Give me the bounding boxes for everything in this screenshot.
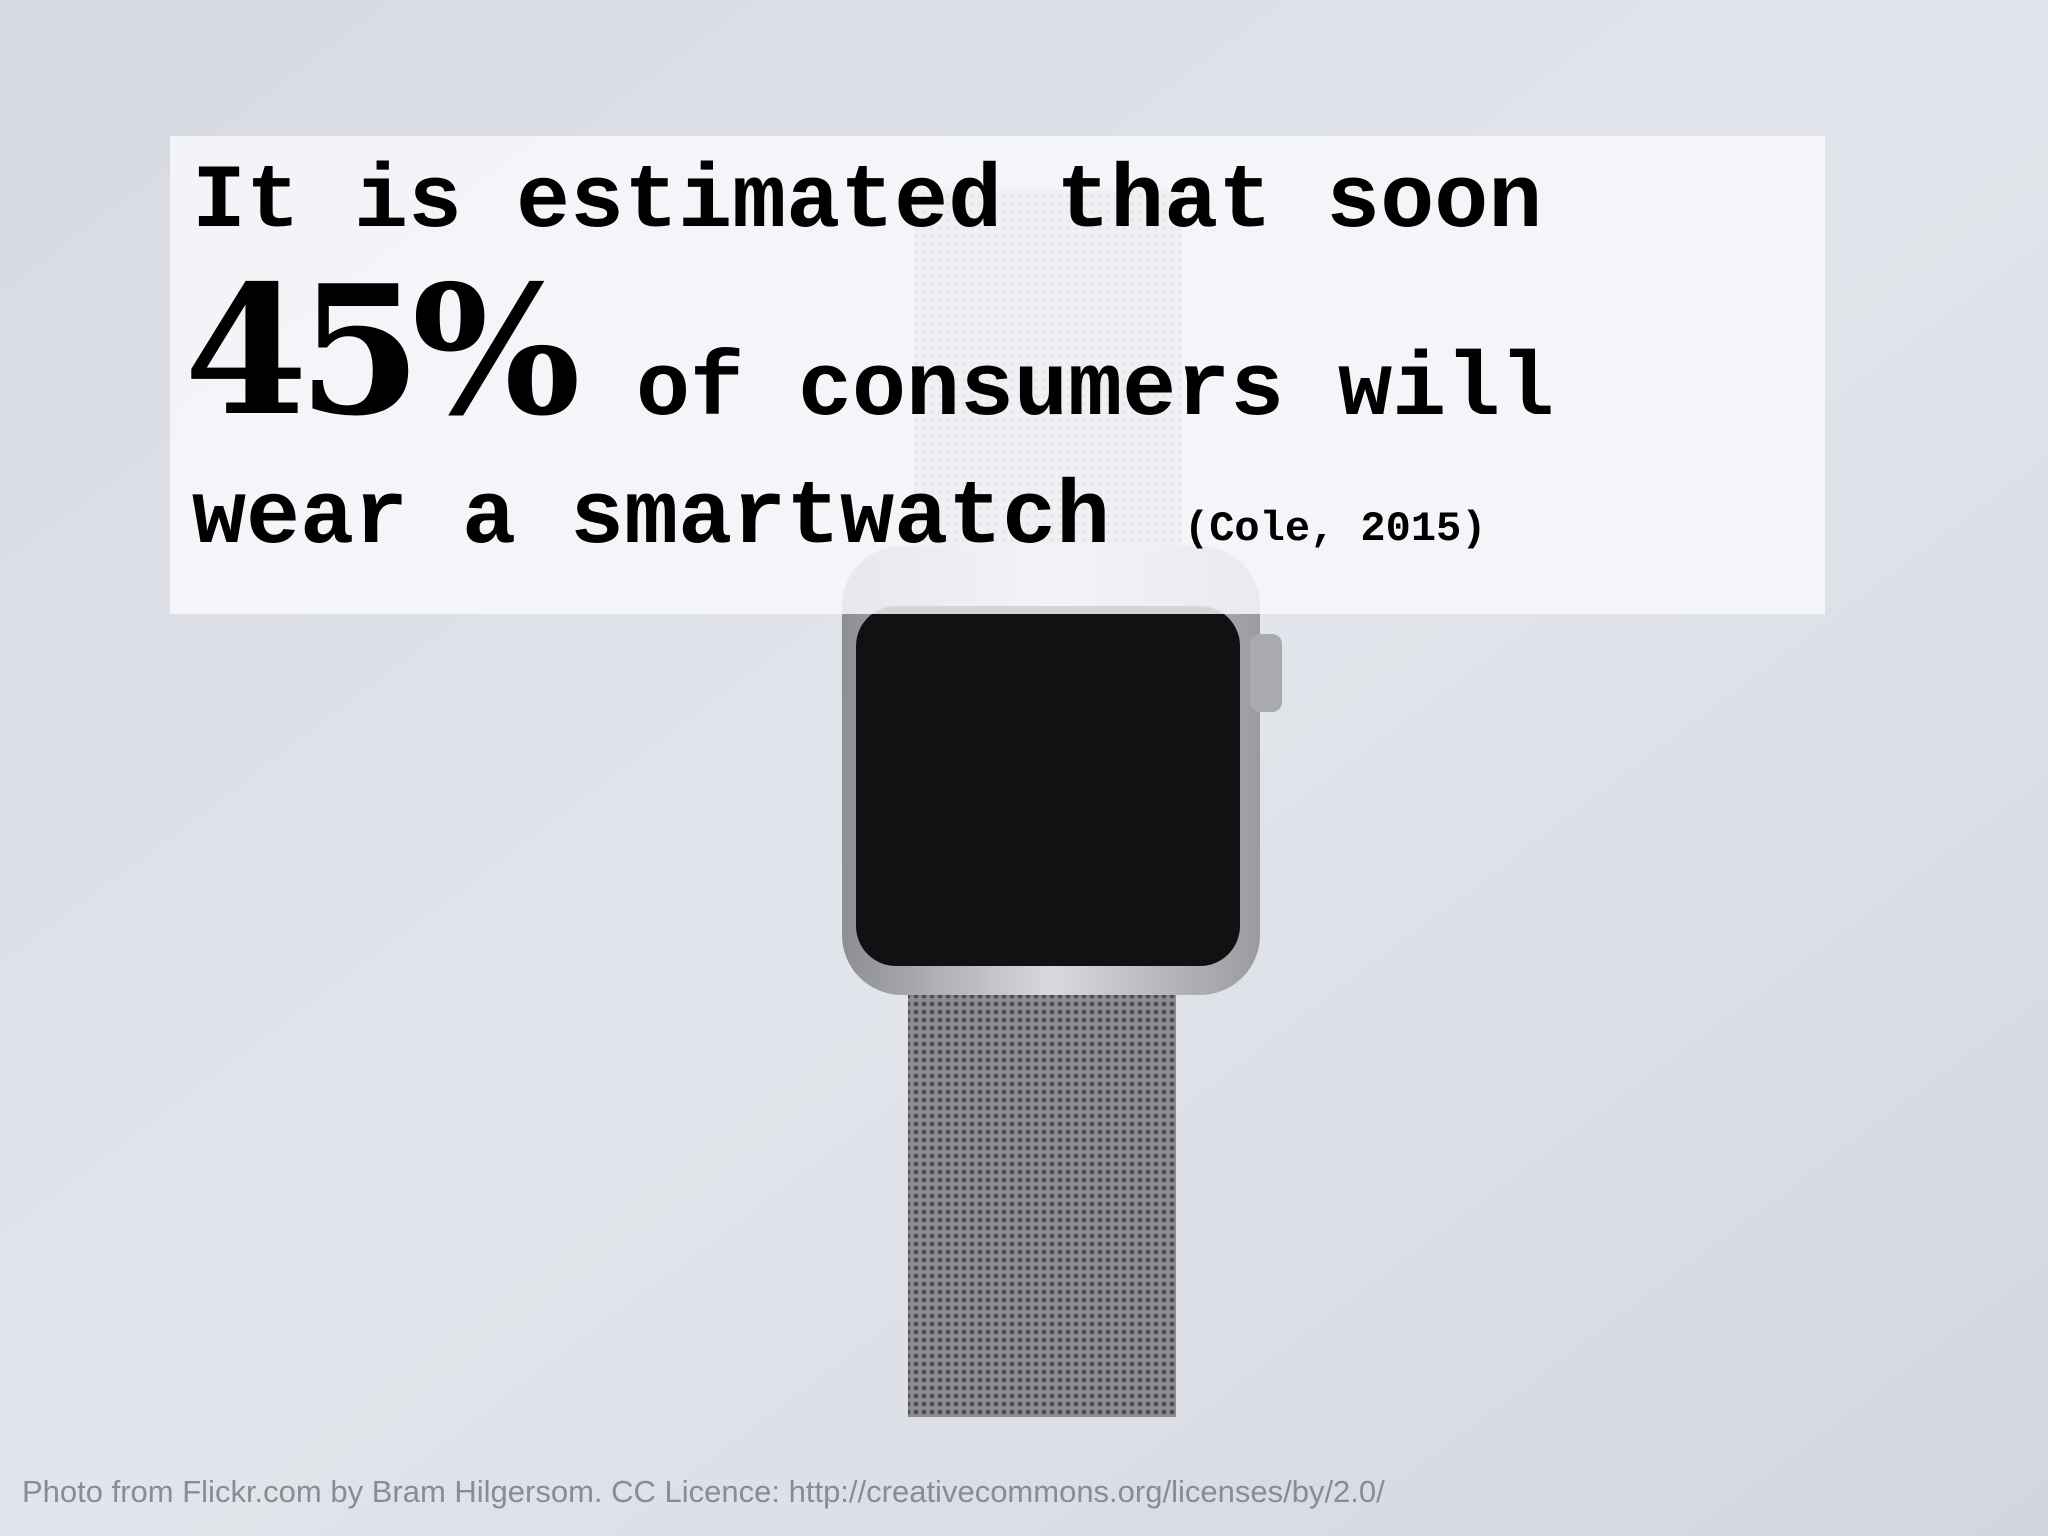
line-3: wear a smartwatch [192,468,1111,570]
photo-credit: Photo from Flickr.com by Bram Hilgersom.… [22,1474,1385,1509]
line-2: of consumers will [636,340,1555,442]
line-1: It is estimated that soon [192,152,1543,254]
text-panel [170,136,1825,614]
statistic: 45% [184,246,581,455]
citation: (Cole, 2015) [1184,505,1487,553]
lower-band [908,985,1176,1417]
watch-crown [1250,634,1282,712]
watch-screen [856,606,1240,966]
